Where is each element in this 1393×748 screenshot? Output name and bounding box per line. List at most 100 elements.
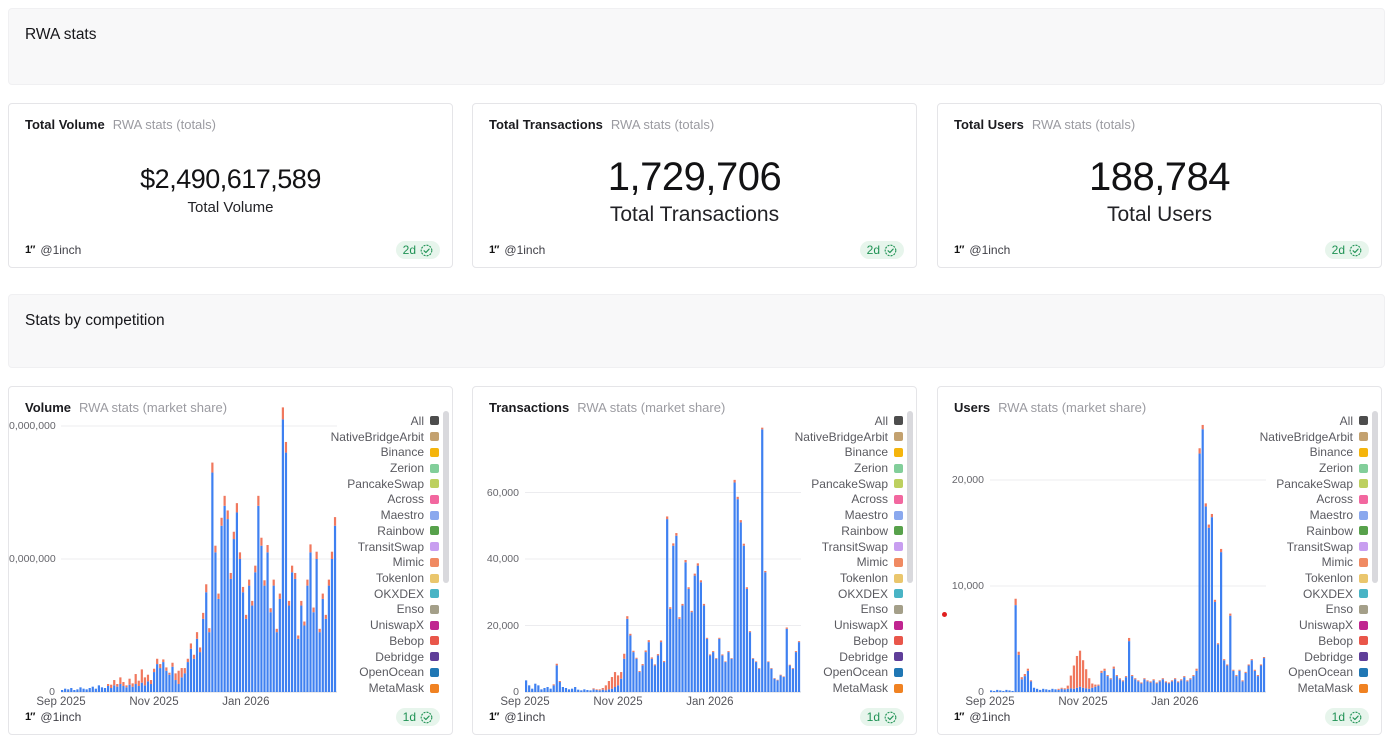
- legend-item-tokenlon[interactable]: Tokenlon: [795, 570, 903, 586]
- legend-color-chip: [430, 557, 439, 567]
- legend-label: Zerion: [853, 461, 888, 476]
- legend-item-okxdex[interactable]: OKXDEX: [331, 586, 439, 602]
- legend-item-binance[interactable]: Binance: [1260, 444, 1368, 460]
- freshness-badge[interactable]: 2d: [395, 241, 440, 259]
- freshness-badge[interactable]: 1d: [859, 708, 904, 726]
- legend-item-rainbow[interactable]: Rainbow: [1260, 523, 1368, 539]
- legend-label: Maestro: [844, 508, 888, 523]
- freshness-badge[interactable]: 2d: [859, 241, 904, 259]
- legend-item-bebop[interactable]: Bebop: [331, 633, 439, 649]
- x-tick-label: Nov 2025: [129, 696, 179, 708]
- x-tick-label: Nov 2025: [593, 696, 643, 708]
- legend-item-zerion[interactable]: Zerion: [1260, 460, 1368, 476]
- legend-item-enso[interactable]: Enso: [331, 602, 439, 618]
- legend-label: UniswapX: [1298, 618, 1353, 633]
- freshness-badge[interactable]: 1d: [395, 708, 440, 726]
- legend-label: OKXDEX: [373, 586, 424, 601]
- legend-scrollbar[interactable]: [1372, 411, 1378, 583]
- legend-item-nativebridgearbit[interactable]: NativeBridgeArbit: [795, 429, 903, 445]
- legend-scrollbar[interactable]: [443, 411, 449, 583]
- author-link[interactable]: 1″ @1inch: [25, 243, 81, 257]
- legend-label: Tokenlon: [839, 571, 888, 586]
- legend-item-transitswap[interactable]: TransitSwap: [795, 539, 903, 555]
- legend-item-rainbow[interactable]: Rainbow: [331, 523, 439, 539]
- legend-color-chip: [894, 416, 903, 426]
- legend-item-maestro[interactable]: Maestro: [1260, 507, 1368, 523]
- card-subtitle[interactable]: RWA stats (market share): [998, 400, 1147, 415]
- author-link[interactable]: 1″ @1inch: [489, 243, 545, 257]
- legend-item-enso[interactable]: Enso: [1260, 602, 1368, 618]
- legend-item-zerion[interactable]: Zerion: [331, 460, 439, 476]
- legend-item-debridge[interactable]: Debridge: [331, 649, 439, 665]
- card-header: Total Transactions RWA stats (totals): [489, 116, 900, 134]
- y-tick-label: 0: [49, 686, 55, 698]
- section-header-stats-by-competition: Stats by competition: [8, 294, 1385, 368]
- legend-item-all[interactable]: All: [1260, 413, 1368, 429]
- legend-item-openocean[interactable]: OpenOcean: [795, 665, 903, 681]
- legend-item-metamask[interactable]: MetaMask: [331, 680, 439, 696]
- legend-item-uniswapx[interactable]: UniswapX: [795, 617, 903, 633]
- legend-item-mimic[interactable]: Mimic: [1260, 554, 1368, 570]
- legend-item-uniswapx[interactable]: UniswapX: [331, 617, 439, 633]
- legend-item-uniswapx[interactable]: UniswapX: [1260, 617, 1368, 633]
- legend-item-openocean[interactable]: OpenOcean: [331, 665, 439, 681]
- author-link[interactable]: 1″ @1inch: [954, 710, 1010, 724]
- legend-item-across[interactable]: Across: [1260, 492, 1368, 508]
- legend-item-maestro[interactable]: Maestro: [795, 507, 903, 523]
- legend-item-bebop[interactable]: Bebop: [1260, 633, 1368, 649]
- bars-coral-red: [1014, 424, 1266, 690]
- freshness-text: 2d: [402, 243, 416, 257]
- legend-item-metamask[interactable]: MetaMask: [795, 680, 903, 696]
- card-subtitle[interactable]: RWA stats (totals): [610, 117, 715, 132]
- legend-item-across[interactable]: Across: [331, 492, 439, 508]
- legend-color-chip: [1359, 620, 1368, 630]
- legend-item-okxdex[interactable]: OKXDEX: [795, 586, 903, 602]
- card-subtitle[interactable]: RWA stats (market share): [79, 400, 228, 415]
- legend-item-transitswap[interactable]: TransitSwap: [331, 539, 439, 555]
- author-link[interactable]: 1″ @1inch: [489, 710, 545, 724]
- legend-label: OpenOcean: [823, 665, 888, 680]
- legend-item-maestro[interactable]: Maestro: [331, 507, 439, 523]
- legend-label: All: [874, 413, 888, 428]
- freshness-badge[interactable]: 2d: [1324, 241, 1369, 259]
- author-link[interactable]: 1″ @1inch: [954, 243, 1010, 257]
- legend-item-bebop[interactable]: Bebop: [795, 633, 903, 649]
- legend-item-pancakeswap[interactable]: PancakeSwap: [795, 476, 903, 492]
- author-link[interactable]: 1″ @1inch: [25, 710, 81, 724]
- legend-item-pancakeswap[interactable]: PancakeSwap: [331, 476, 439, 492]
- legend-item-debridge[interactable]: Debridge: [795, 649, 903, 665]
- legend-item-openocean[interactable]: OpenOcean: [1260, 665, 1368, 681]
- legend-item-binance[interactable]: Binance: [795, 444, 903, 460]
- legend-item-nativebridgearbit[interactable]: NativeBridgeArbit: [331, 429, 439, 445]
- legend-item-across[interactable]: Across: [795, 492, 903, 508]
- legend-item-transitswap[interactable]: TransitSwap: [1260, 539, 1368, 555]
- legend-item-rainbow[interactable]: Rainbow: [795, 523, 903, 539]
- card-subtitle[interactable]: RWA stats (market share): [577, 400, 726, 415]
- legend-item-debridge[interactable]: Debridge: [1260, 649, 1368, 665]
- freshness-badge[interactable]: 1d: [1324, 708, 1369, 726]
- legend-color-chip: [1359, 604, 1368, 614]
- legend-item-pancakeswap[interactable]: PancakeSwap: [1260, 476, 1368, 492]
- legend-label: OKXDEX: [837, 586, 888, 601]
- legend-item-mimic[interactable]: Mimic: [795, 554, 903, 570]
- legend-scrollbar[interactable]: [907, 411, 913, 583]
- legend-item-binance[interactable]: Binance: [331, 444, 439, 460]
- card-subtitle[interactable]: RWA stats (totals): [112, 117, 217, 132]
- legend-item-all[interactable]: All: [331, 413, 439, 429]
- oneinch-logo-icon: 1″: [489, 711, 499, 723]
- legend-label: Mimic: [856, 555, 888, 570]
- legend-item-enso[interactable]: Enso: [795, 602, 903, 618]
- card-subtitle[interactable]: RWA stats (totals): [1031, 117, 1136, 132]
- legend-label: Bebop: [853, 633, 888, 648]
- legend-color-chip: [894, 479, 903, 489]
- legend-item-tokenlon[interactable]: Tokenlon: [331, 570, 439, 586]
- legend-label: Debridge: [375, 649, 424, 664]
- legend-item-mimic[interactable]: Mimic: [331, 554, 439, 570]
- legend-item-okxdex[interactable]: OKXDEX: [1260, 586, 1368, 602]
- legend-item-zerion[interactable]: Zerion: [795, 460, 903, 476]
- legend-item-nativebridgearbit[interactable]: NativeBridgeArbit: [1260, 429, 1368, 445]
- legend-color-chip: [894, 463, 903, 473]
- legend-item-all[interactable]: All: [795, 413, 903, 429]
- legend-item-metamask[interactable]: MetaMask: [1260, 680, 1368, 696]
- legend-item-tokenlon[interactable]: Tokenlon: [1260, 570, 1368, 586]
